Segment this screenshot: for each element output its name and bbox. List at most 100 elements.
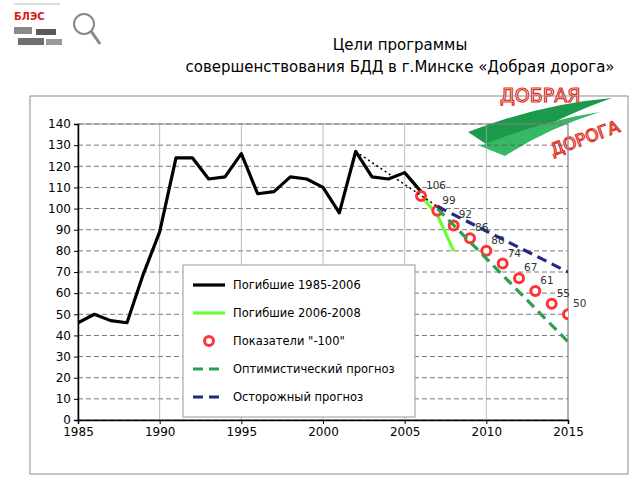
x-axis: 1985 1990 1995 2000 2005 2010 2015	[63, 420, 584, 439]
logo-right-text: ДОРОГА	[548, 116, 623, 160]
series-marker	[564, 310, 569, 319]
y-tick: 110	[48, 181, 78, 195]
y-tick: 30	[56, 350, 78, 364]
logo-left-text: БЛЭС	[14, 11, 45, 22]
y-tick-label: 10	[56, 392, 71, 406]
y-tick: 70	[56, 265, 78, 279]
y-tick-label: 60	[56, 286, 71, 300]
legend-label: Показатели "-100"	[233, 334, 345, 348]
chart-title: Цели программы совершенствования БДД в г.…	[185, 36, 614, 76]
x-tick: 1985	[63, 420, 94, 439]
x-tick-label: 1995	[227, 425, 258, 439]
x-tick-label: 2005	[390, 425, 421, 439]
series-line	[437, 206, 568, 272]
y-tick-label: 130	[48, 138, 71, 152]
y-tick-mark	[74, 378, 78, 379]
x-axis-line	[79, 421, 569, 425]
y-tick-mark	[74, 166, 78, 167]
y-tick-mark	[74, 272, 78, 273]
y-tick-mark	[74, 293, 78, 294]
logo-right-text: ДОБРАЯ	[500, 84, 581, 106]
grid-line-x	[159, 124, 160, 420]
y-tick-mark	[74, 251, 78, 252]
y-tick-label: 70	[56, 265, 71, 279]
x-tick-mark	[486, 420, 487, 424]
y-tick-label: 140	[48, 117, 71, 131]
chart-title-line: Цели программы	[333, 36, 468, 54]
data-label: 55	[557, 287, 570, 299]
data-area	[78, 151, 568, 341]
y-tick: 40	[56, 329, 78, 343]
y-tick-label: 90	[56, 223, 71, 237]
x-tick: 2005	[390, 420, 421, 439]
y-tick-label: 20	[56, 371, 71, 385]
y-tick: 10	[56, 392, 78, 406]
chart-title-line: совершенствования БДД в г.Минске «Добрая…	[185, 58, 614, 76]
chart-canvas: БЛЭС ДОБРАЯ ДОРОГА Цели программы совершенст…	[0, 0, 640, 480]
y-tick-mark	[74, 420, 78, 421]
legend-label: Погибшие 2006-2008	[233, 306, 361, 320]
legend-swatch	[193, 395, 225, 398]
x-tick-label: 1990	[145, 425, 176, 439]
legend-swatch	[193, 283, 225, 286]
logo-icon	[46, 39, 62, 45]
x-tick-mark	[405, 420, 406, 424]
x-tick-label: 1985	[63, 425, 94, 439]
y-tick-mark	[74, 314, 78, 315]
data-label: 92	[459, 208, 472, 220]
series-marker	[498, 259, 507, 268]
y-axis: 0102030405060708090100110120130140	[48, 117, 78, 427]
x-tick-label: 2015	[553, 425, 584, 439]
data-label: 61	[540, 274, 553, 286]
x-tick-mark	[241, 420, 242, 424]
legend-label: Оптимистический прогноз	[233, 362, 395, 376]
logo-left: БЛЭС	[14, 4, 100, 45]
logo-magnifier	[91, 31, 100, 44]
x-tick: 2010	[472, 420, 503, 439]
legend-swatch	[205, 337, 214, 346]
data-label: 99	[442, 194, 455, 206]
logo-icon	[36, 29, 56, 35]
x-tick: 2000	[308, 420, 339, 439]
data-labels: 106999286807467615550	[426, 179, 586, 309]
y-tick: 50	[56, 308, 78, 322]
series-marker	[547, 299, 556, 308]
series-marker	[515, 274, 524, 283]
y-tick: 80	[56, 244, 78, 258]
x-tick-mark	[160, 420, 161, 424]
series-line	[437, 209, 568, 342]
legend-swatch	[193, 311, 225, 314]
x-tick-mark	[78, 420, 79, 424]
legend-label: Осторожный прогноз	[233, 390, 363, 404]
legend-box	[183, 265, 415, 417]
y-tick: 120	[48, 160, 78, 174]
y-tick-label: 100	[48, 202, 71, 216]
logo-icon	[14, 4, 60, 5]
y-tick-mark	[74, 145, 78, 146]
y-tick-mark	[74, 124, 78, 125]
data-label: 86	[475, 221, 489, 233]
y-tick: 60	[56, 286, 78, 300]
y-tick-label: 50	[56, 308, 71, 322]
y-tick-mark	[74, 209, 78, 210]
y-tick-label: 40	[56, 329, 71, 343]
data-label: 67	[524, 261, 537, 273]
y-tick-mark	[74, 357, 78, 358]
x-tick-label: 2000	[308, 425, 339, 439]
legend-label: Погибшие 1985-2006	[233, 278, 361, 292]
y-tick: 90	[56, 223, 78, 237]
y-tick: 20	[56, 371, 78, 385]
data-label: 74	[508, 247, 522, 259]
y-axis-line	[74, 125, 79, 421]
grid-line-x	[486, 124, 487, 420]
y-tick-mark	[74, 399, 78, 400]
y-tick-label: 120	[48, 160, 71, 174]
x-tick: 1990	[145, 420, 176, 439]
data-label: 50	[573, 297, 586, 309]
legend-swatch	[193, 367, 225, 370]
plot-frame	[78, 124, 568, 420]
x-tick-mark	[323, 420, 324, 424]
legend: Погибшие 1985-2006 Погибшие 2006-2008 Пока…	[183, 265, 415, 417]
logo-icon	[14, 27, 32, 34]
series-marker	[531, 287, 540, 296]
